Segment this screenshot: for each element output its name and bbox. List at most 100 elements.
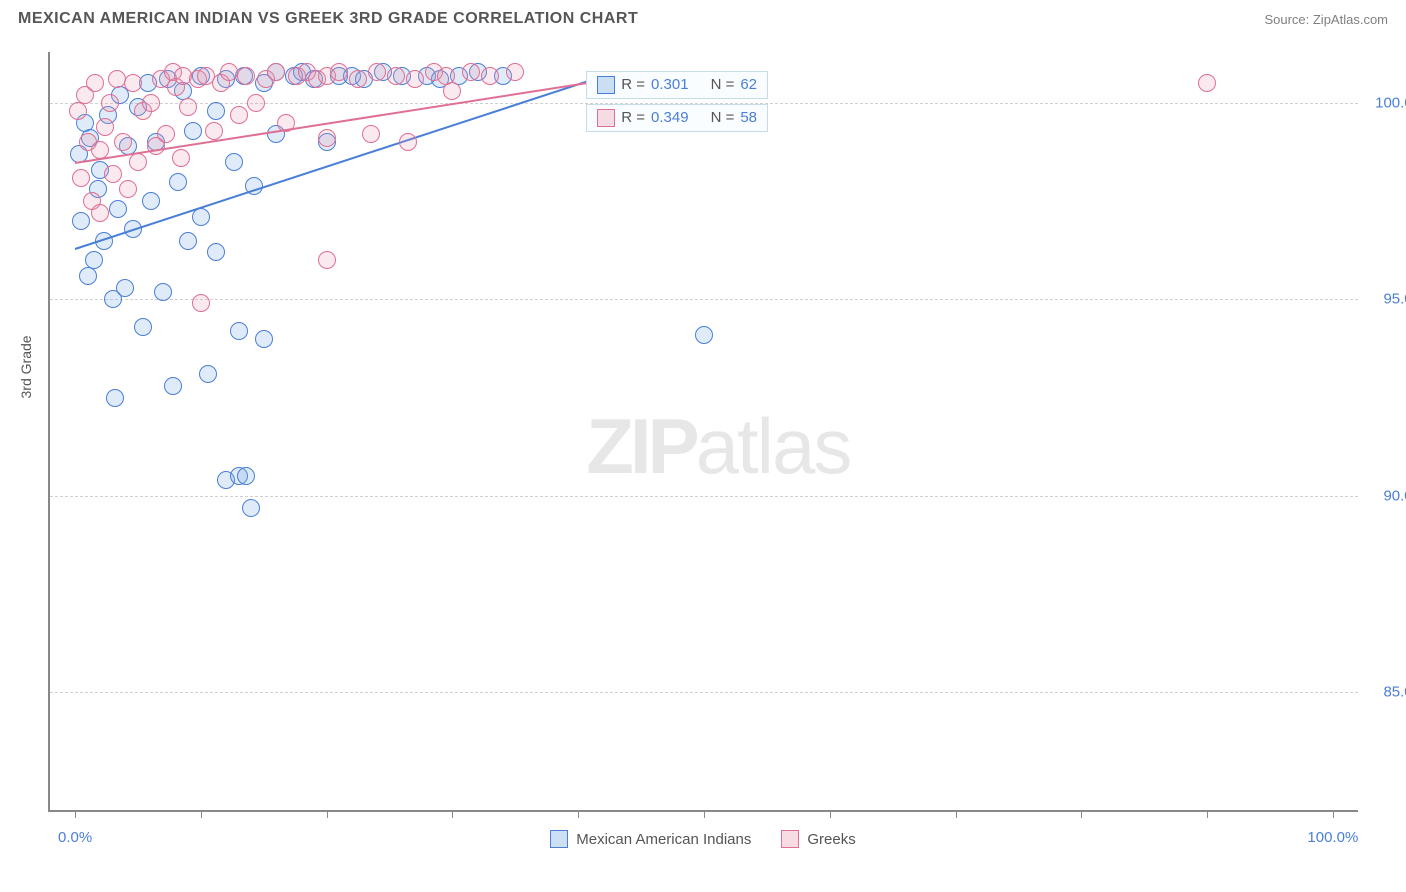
- x-tick: [75, 810, 76, 818]
- data-point-greek: [124, 74, 142, 92]
- y-tick-label: 85.0%: [1383, 684, 1406, 701]
- data-point-greek: [205, 122, 223, 140]
- y-tick-label: 95.0%: [1383, 291, 1406, 308]
- stat-box-mai: R = 0.301 N = 62: [586, 71, 768, 99]
- stat-n-label: N =: [711, 109, 735, 126]
- data-point-greek: [104, 165, 122, 183]
- legend-item-mai: Mexican American Indians: [550, 830, 751, 848]
- data-point-greek: [318, 251, 336, 269]
- data-point-greek: [172, 149, 190, 167]
- data-point-greek: [247, 94, 265, 112]
- data-point-greek: [362, 125, 380, 143]
- source-label: Source: ZipAtlas.com: [1264, 12, 1388, 27]
- x-tick: [956, 810, 957, 818]
- watermark-suffix: atlas: [696, 402, 851, 490]
- stat-swatch-icon: [597, 109, 615, 127]
- watermark-prefix: ZIP: [586, 402, 695, 490]
- data-point-greek: [406, 70, 424, 88]
- stat-r-label: R =: [621, 76, 645, 93]
- stat-swatch-icon: [597, 76, 615, 94]
- data-point-greek: [119, 180, 137, 198]
- data-point-greek: [387, 67, 405, 85]
- data-point-mai: [230, 322, 248, 340]
- data-point-greek: [481, 67, 499, 85]
- data-point-mai: [116, 279, 134, 297]
- data-point-greek: [399, 133, 417, 151]
- data-point-mai: [695, 326, 713, 344]
- stat-n-label: N =: [711, 76, 735, 93]
- legend-label: Mexican American Indians: [576, 831, 751, 848]
- data-point-greek: [91, 204, 109, 222]
- x-tick: [578, 810, 579, 818]
- data-point-greek: [108, 70, 126, 88]
- data-point-greek: [330, 63, 348, 81]
- gridline-h: [50, 496, 1358, 497]
- data-point-greek: [129, 153, 147, 171]
- x-tick: [830, 810, 831, 818]
- trend-line-greek: [75, 80, 604, 164]
- data-point-greek: [267, 63, 285, 81]
- chart-title: MEXICAN AMERICAN INDIAN VS GREEK 3RD GRA…: [18, 10, 638, 28]
- data-point-greek: [349, 70, 367, 88]
- y-tick-label: 100.0%: [1375, 95, 1406, 112]
- data-point-greek: [86, 74, 104, 92]
- data-point-greek: [462, 63, 480, 81]
- data-point-mai: [154, 283, 172, 301]
- x-tick: [1333, 810, 1334, 818]
- plot-area: ZIPatlas 85.0%90.0%95.0%100.0%0.0%100.0%…: [48, 52, 1358, 812]
- data-point-mai: [184, 122, 202, 140]
- data-point-mai: [142, 192, 160, 210]
- data-point-mai: [242, 499, 260, 517]
- data-point-mai: [207, 243, 225, 261]
- data-point-greek: [368, 63, 386, 81]
- data-point-mai: [109, 200, 127, 218]
- data-point-greek: [72, 169, 90, 187]
- data-point-mai: [179, 232, 197, 250]
- data-point-mai: [134, 318, 152, 336]
- y-axis-title: 3rd Grade: [18, 335, 34, 398]
- data-point-greek: [101, 94, 119, 112]
- legend-label: Greeks: [807, 831, 855, 848]
- data-point-greek: [192, 294, 210, 312]
- plot-wrap: ZIPatlas 85.0%90.0%95.0%100.0%0.0%100.0%…: [48, 52, 1358, 812]
- data-point-mai: [199, 365, 217, 383]
- x-tick: [327, 810, 328, 818]
- stat-r-label: R =: [621, 109, 645, 126]
- x-tick: [1207, 810, 1208, 818]
- data-point-mai: [164, 377, 182, 395]
- legend-swatch-icon: [781, 830, 799, 848]
- watermark: ZIPatlas: [586, 401, 850, 492]
- x-tick: [201, 810, 202, 818]
- x-tick: [1081, 810, 1082, 818]
- data-point-greek: [179, 98, 197, 116]
- stat-r-value: 0.349: [651, 109, 689, 126]
- gridline-h: [50, 299, 1358, 300]
- data-point-mai: [225, 153, 243, 171]
- legend: Mexican American Indians Greeks: [48, 830, 1358, 848]
- data-point-greek: [318, 129, 336, 147]
- data-point-greek: [157, 125, 175, 143]
- stat-r-value: 0.301: [651, 76, 689, 93]
- data-point-greek: [1198, 74, 1216, 92]
- data-point-greek: [114, 133, 132, 151]
- x-tick: [704, 810, 705, 818]
- gridline-h: [50, 692, 1358, 693]
- data-point-greek: [443, 82, 461, 100]
- data-point-mai: [169, 173, 187, 191]
- data-point-mai: [207, 102, 225, 120]
- data-point-greek: [230, 106, 248, 124]
- data-point-greek: [506, 63, 524, 81]
- x-tick: [452, 810, 453, 818]
- data-point-mai: [255, 330, 273, 348]
- legend-item-greek: Greeks: [781, 830, 855, 848]
- stat-box-greek: R = 0.349 N = 58: [586, 104, 768, 132]
- data-point-greek: [69, 102, 87, 120]
- data-point-mai: [106, 389, 124, 407]
- stat-n-value: 62: [740, 76, 757, 93]
- data-point-greek: [220, 63, 238, 81]
- y-tick-label: 90.0%: [1383, 487, 1406, 504]
- data-point-mai: [237, 467, 255, 485]
- legend-swatch-icon: [550, 830, 568, 848]
- stat-n-value: 58: [740, 109, 757, 126]
- data-point-greek: [142, 94, 160, 112]
